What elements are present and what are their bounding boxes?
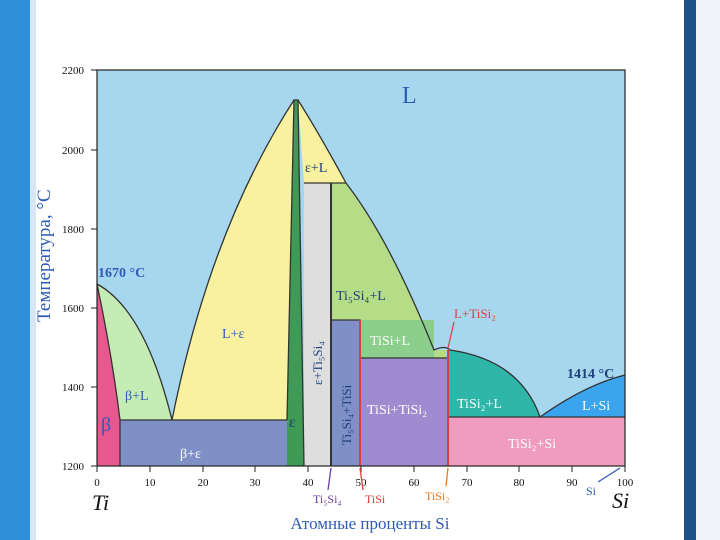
region-tisi-tisi2 xyxy=(360,358,448,466)
x-tick-label: 100 xyxy=(617,477,634,489)
region-l-si xyxy=(540,375,625,417)
label-beta: β xyxy=(101,414,111,436)
x-tick-label: 0 xyxy=(94,477,100,489)
y-axis: 1200 1400 1600 1800 2000 2200 xyxy=(62,65,97,473)
y-tick-label: 1200 xyxy=(62,461,85,473)
region-ti5si4-l xyxy=(331,183,446,358)
label-eps-ti5si4: ε+Ti₅Si₄ xyxy=(310,341,325,385)
y-tick-label: 2000 xyxy=(62,145,85,157)
y-tick-label: 2200 xyxy=(62,65,85,77)
label-ti-melt: 1670 °C xyxy=(98,266,145,281)
element-left-label: Ti xyxy=(92,490,109,515)
right-frame-edge xyxy=(696,0,720,540)
region-ti5si4-tisi xyxy=(331,320,360,466)
x-tick-label: 10 xyxy=(145,477,157,489)
label-tisi-l: TiSi+L xyxy=(370,334,410,349)
x-tick-label: 80 xyxy=(514,477,526,489)
x-axis-title: Атомные проценты Si xyxy=(290,514,449,533)
region-tisi2-l xyxy=(448,350,540,417)
label-ti5si4-l: Ti₅Si₄+L xyxy=(336,289,386,304)
region-tisi2-si xyxy=(448,417,625,466)
region-eps xyxy=(287,100,304,466)
label-beta-liquid: β+L xyxy=(125,389,149,404)
region-eps-ti5si4 xyxy=(304,183,331,466)
x-axis: 0 10 20 30 40 50 60 70 80 90 100 xyxy=(94,466,634,489)
x-tick-label: 50 xyxy=(356,477,368,489)
compound-si: Si xyxy=(586,484,597,498)
region-tisi-l xyxy=(360,320,434,358)
label-si-melt: 1414 °C xyxy=(567,367,614,382)
label-beta-eps: β+ε xyxy=(180,447,201,462)
x-tick-label: 90 xyxy=(567,477,579,489)
label-l-eps: L+ε xyxy=(222,327,244,342)
label-ti5si4-tisi: Ti₅Si₄+TiSi xyxy=(339,384,354,445)
left-frame-bar-inner xyxy=(30,0,36,540)
compound-tisi2: TiSi₂ xyxy=(425,489,449,503)
left-frame-bar xyxy=(0,0,30,540)
right-frame-bar xyxy=(684,0,696,540)
label-tisi-tisi2: TiSi+TiSi₂ xyxy=(367,403,427,418)
y-tick-label: 1600 xyxy=(62,303,85,315)
x-tick-label: 30 xyxy=(250,477,262,489)
region-beta-eps xyxy=(120,420,287,466)
compound-arrows xyxy=(327,467,621,491)
slide-title: Работа с фазовыми диаграммами xyxy=(225,10,495,29)
x-tick-label: 20 xyxy=(198,477,210,489)
l-tisi2-pointer xyxy=(447,321,455,349)
x-tick-label: 40 xyxy=(303,477,315,489)
element-right-label: Si xyxy=(612,488,629,513)
region-beta xyxy=(97,284,120,466)
x-tick-label: 60 xyxy=(409,477,421,489)
slide-subtitle: определение двухфазных областей xyxy=(258,42,462,56)
label-eps: ε xyxy=(289,414,296,431)
region-l-eps xyxy=(172,100,294,420)
y-tick-label: 1400 xyxy=(62,382,85,394)
label-tisi2-l: TiSi₂+L xyxy=(457,397,502,412)
compound-ti5si4: Ti₅Si₄ xyxy=(313,492,342,506)
y-tick-label: 1800 xyxy=(62,224,85,236)
label-liquid: L xyxy=(402,83,417,109)
y-axis-title: Температура, °С xyxy=(34,189,55,322)
label-l-tisi2: L+TiSi₂ xyxy=(454,306,496,321)
x-tick-label: 70 xyxy=(462,477,474,489)
label-tisi2-si: TiSi₂+Si xyxy=(508,437,556,452)
label-eps-l: ε+L xyxy=(305,161,327,176)
compound-tisi: TiSi xyxy=(365,492,386,506)
label-l-si: L+Si xyxy=(582,399,610,414)
